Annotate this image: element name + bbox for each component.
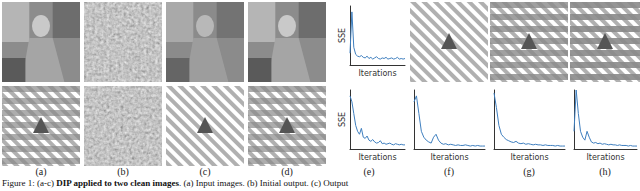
svg-text:SSE: SSE: [338, 112, 347, 127]
svg-text:Iterations: Iterations: [358, 69, 396, 78]
html-text:(h): (h): [599, 166, 611, 177]
svg-text:Iterations: Iterations: [510, 153, 548, 162]
html-text:(g): (g): [523, 166, 535, 177]
html-text:(a): (a): [35, 166, 47, 177]
html-text:(d): (d): [281, 166, 293, 177]
html-text:(e): (e): [363, 166, 375, 177]
svg-text:SSE: SSE: [338, 28, 347, 43]
svg-text:Iterations: Iterations: [358, 153, 396, 162]
html-text:(c): (c): [199, 166, 211, 177]
html-text:(f): (f): [444, 166, 454, 177]
svg-text:Iterations: Iterations: [586, 153, 624, 162]
html-text:Figure 1: (a-c) DIP applied to: Figure 1: (a-c) DIP applied to two clean…: [2, 178, 349, 188]
html-text:(b): (b): [117, 166, 129, 177]
svg-text:Iterations: Iterations: [430, 153, 468, 162]
